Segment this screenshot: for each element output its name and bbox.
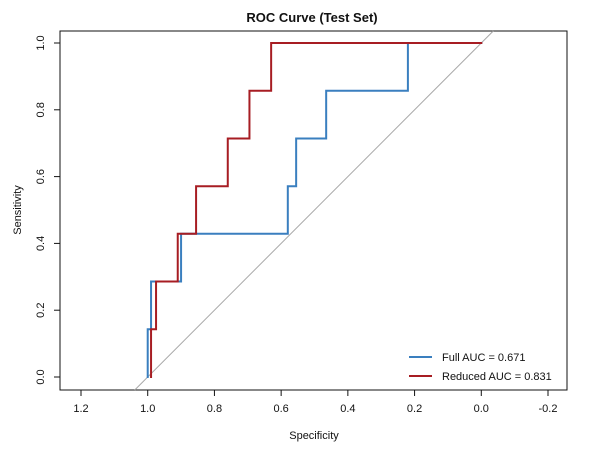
y-tick-label: 0.6	[35, 169, 47, 184]
x-tick-label: 0.2	[407, 403, 422, 415]
reduced-roc-curve	[150, 42, 483, 378]
y-tick-label: 0.8	[35, 102, 47, 117]
y-axis: 0.0 0.2 0.4 0.6 0.8 1.0	[35, 35, 60, 385]
x-tick-label: 0.8	[207, 403, 222, 415]
y-tick-label: 0.4	[35, 236, 47, 251]
x-axis: 1.2 1.0 0.8 0.6 0.4 0.2 0.0 -0.2	[73, 390, 557, 415]
series-layer	[146, 42, 483, 378]
x-tick-label: -0.2	[539, 403, 558, 415]
x-tick-label: 1.0	[140, 403, 155, 415]
y-tick-label: 0.0	[35, 369, 47, 384]
x-axis-label: Specificity	[289, 430, 339, 442]
legend-label-full: Full AUC = 0.671	[442, 352, 525, 364]
x-tick-label: 0.6	[273, 403, 288, 415]
y-axis-label: Sensitivity	[12, 185, 24, 235]
y-tick-label: 1.0	[35, 35, 47, 50]
full-roc-curve	[146, 42, 483, 378]
y-tick-label: 0.2	[35, 303, 47, 318]
diagonal-layer	[134, 30, 494, 391]
x-tick-label: 1.2	[73, 403, 88, 415]
reference-diagonal	[134, 30, 494, 391]
plot-border	[59, 30, 568, 391]
legend: Full AUC = 0.671 Reduced AUC = 0.831	[409, 352, 552, 383]
x-tick-label: 0.0	[474, 403, 489, 415]
chart-title: ROC Curve (Test Set)	[246, 10, 377, 25]
legend-label-reduced: Reduced AUC = 0.831	[442, 371, 552, 383]
x-tick-label: 0.4	[340, 403, 355, 415]
